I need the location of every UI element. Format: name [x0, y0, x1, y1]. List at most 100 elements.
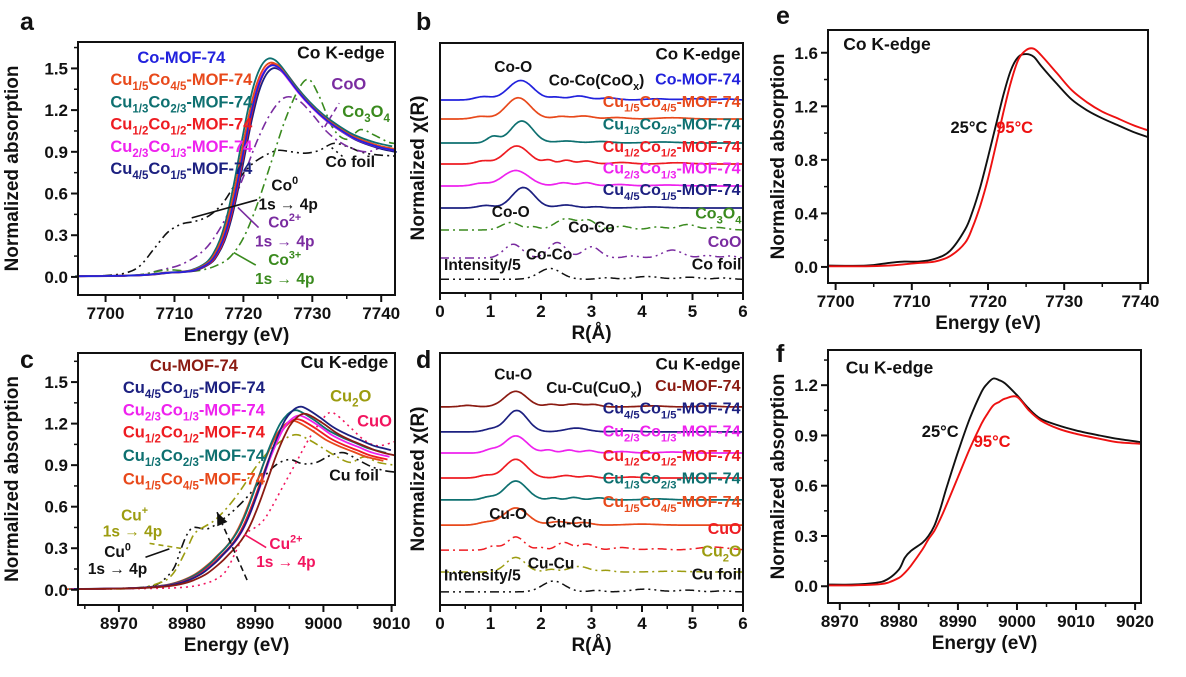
annotation: Cu1/3Co2/3-MOF-74: [110, 93, 253, 115]
curve-co-mof-74: [77, 64, 396, 278]
curve-coo: [439, 241, 744, 259]
curve-cu-mof-74: [440, 390, 743, 408]
x-tick-label: 7730: [293, 304, 331, 323]
plot-cu-xanes: 8970 8980 8990 9000 9010 0.0 0.3 0.6 0.9 1.2 1.5 En…: [2, 352, 411, 656]
x-tick-label: 7720: [224, 304, 262, 323]
x-tick-label: 0: [435, 302, 444, 321]
curve-cu-foil: [440, 580, 744, 593]
curve-coo: [77, 95, 396, 278]
curve-cu1-5co4-5-mof-74: [439, 96, 743, 120]
annotation: Cu2/3Co1/3-MOF-74: [110, 138, 253, 160]
annotation-leader: [145, 548, 170, 558]
annotation: Cu4/5Co1/5-MOF-74: [110, 160, 253, 182]
x-tick-label: 1: [486, 302, 495, 321]
y-tick-label: 1.6: [794, 44, 818, 63]
x-tick-label: 7700: [817, 292, 855, 311]
annotation: Cu4/5Co1/5-MOF-74: [603, 400, 741, 421]
annotation: CuO: [357, 412, 392, 430]
y-tick-label: 0.4: [794, 204, 818, 223]
annotation: Co-Co: [568, 220, 615, 237]
y-tick-label: 0.6: [44, 185, 68, 204]
curve-co3o4: [77, 78, 396, 277]
curve-cu1-2co1-2-mof-74: [440, 145, 743, 165]
curve-cuo: [440, 536, 744, 551]
annotation: Cu-O: [494, 366, 532, 383]
x-tick-label: 8970: [100, 614, 138, 633]
annotation: Co foil: [692, 256, 742, 273]
x-tick-label: 4: [637, 614, 647, 633]
annotation: CoO: [708, 234, 742, 251]
curve-cu4-5co1-5-mof-74: [73, 405, 392, 590]
curve-cuo: [77, 411, 396, 590]
annotation-leader: [324, 102, 340, 128]
x-tick-label: 2: [536, 302, 545, 321]
x-axis-title: Energy (eV): [935, 313, 1041, 334]
annotation: Cu4/5Co1/5-MOF-74: [603, 182, 741, 203]
panel-letter-f: f: [776, 340, 785, 368]
x-axis-title: R(Å): [571, 635, 611, 656]
annotation: Co-Co(CoOx): [549, 73, 645, 94]
plot-box: [827, 349, 1142, 604]
x-tick-label: 3: [587, 614, 596, 633]
annotation: Cu-O: [489, 506, 527, 523]
curve-cu2-3co1-3-mof-74: [439, 435, 743, 454]
annotation: Cu-MOF-74: [150, 357, 239, 375]
y-tick-label: 0.0: [44, 581, 68, 600]
annotation: Intensity/5: [444, 567, 521, 584]
plot-box: [77, 352, 396, 606]
annotation: Cu1/5Co4/5-MOF-74: [110, 71, 253, 93]
annotation: Cu-MOF-74: [655, 378, 740, 395]
y-axis-title: Normalized absorption: [2, 376, 23, 582]
plot-co-temperature: 7700 7710 7720 7730 7740 0.0 0.4 0.8 1.2 1.6 Energ…: [768, 29, 1159, 334]
annotation: Co3O4: [695, 206, 742, 227]
panel-letter-d: d: [416, 346, 432, 374]
curve-cu2o: [77, 433, 396, 590]
annotation: Cu1/2Co1/2-MOF-74: [123, 423, 266, 445]
y-tick-label: 0.0: [794, 577, 818, 596]
x-tick-label: 4: [637, 302, 647, 321]
annotation: Cu K-edge: [655, 354, 740, 373]
annotation: 1s → 4p: [256, 554, 315, 571]
x-tick-label: 0: [435, 614, 444, 633]
y-tick-label: 0.8: [794, 151, 818, 170]
arrowhead-icon: [217, 512, 228, 527]
panel-letter-a: a: [20, 8, 34, 36]
x-tick-label: 6: [738, 302, 747, 321]
annotation: Co-O: [492, 204, 530, 221]
panel-letter-e: e: [776, 2, 790, 30]
x-tick-label: 8990: [236, 614, 274, 633]
x-tick-label: 2: [536, 614, 545, 633]
y-tick-label: 1.2: [794, 97, 818, 116]
x-axis-title: Energy (eV): [184, 635, 290, 656]
x-tick-label: 8980: [880, 612, 918, 631]
annotation: 95°C: [974, 433, 1011, 451]
annotation-leader: [191, 199, 258, 219]
x-tick-label: 7740: [1121, 292, 1159, 311]
panel-d: d 0 1 2 3 4 5 6 R(Å) Normalized χ(R) Cu K-edge Cu-…: [408, 338, 770, 677]
annotation: Cu2O: [330, 387, 371, 409]
panel-f: f 8970 8980 8990 9000 9010 9020 0.0 0.3 0.6 0.9 1.…: [768, 338, 1186, 677]
annotation: 95°C: [996, 119, 1033, 137]
y-tick-label: 1.5: [44, 373, 68, 392]
annotation: Cu1/2Co1/2-MOF-74: [603, 448, 741, 469]
curve-cu-mof-74: [77, 412, 396, 590]
annotation: Co K-edge: [297, 43, 385, 63]
annotation: 1s → 4p: [255, 271, 314, 288]
annotation: Cu1/5Co4/5-MOF-74: [603, 494, 741, 515]
x-axis-title: Energy (eV): [932, 633, 1038, 654]
y-tick-label: 0.6: [794, 477, 818, 496]
annotation-leader: [237, 206, 260, 229]
annotation: 25°C: [922, 423, 959, 441]
x-tick-label: 7700: [87, 304, 125, 323]
panel-b: b 0 1 2 3 4 5 6 R(Å) Normalized χ(R) Co K-edge Co-…: [408, 0, 770, 344]
y-tick-label: 0.3: [44, 539, 68, 558]
annotation: Cu+: [121, 505, 148, 525]
x-tick-label: 7720: [969, 292, 1007, 311]
annotation: Cu foil: [329, 467, 379, 484]
annotation: Co-Co: [526, 246, 573, 263]
annotation: Cu4/5Co1/5-MOF-74: [123, 379, 266, 401]
x-tick-label: 9010: [1057, 612, 1095, 631]
annotation: Co3O4: [342, 103, 390, 125]
annotation: Cu-Cu(CuOx): [546, 380, 642, 401]
annotation: Co2+: [268, 212, 301, 232]
